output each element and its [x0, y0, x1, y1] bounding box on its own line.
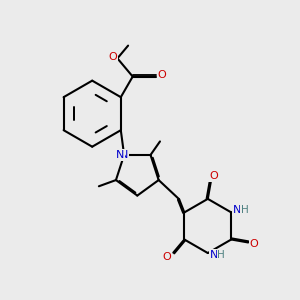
Text: N: N	[233, 206, 242, 215]
Text: N: N	[120, 150, 128, 160]
Text: H: H	[217, 250, 225, 260]
Text: O: O	[250, 239, 259, 249]
Text: N: N	[210, 250, 218, 260]
Text: O: O	[209, 171, 218, 181]
Text: O: O	[108, 52, 117, 62]
Text: N: N	[116, 150, 124, 160]
Text: O: O	[162, 252, 171, 262]
Text: O: O	[158, 70, 166, 80]
Text: H: H	[241, 206, 248, 215]
